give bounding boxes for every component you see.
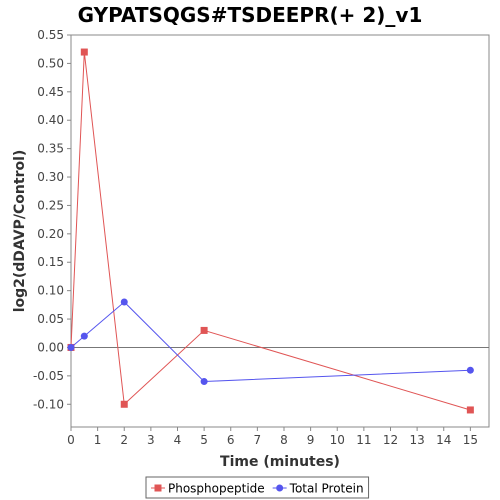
- y-tick-label: 0.25: [37, 198, 64, 212]
- phosphopeptide-point: [120, 400, 128, 408]
- y-tick-label: 0.10: [37, 284, 64, 298]
- x-tick-label: 5: [200, 433, 208, 447]
- legend-phosphopeptide-label: Phosphopeptide: [168, 482, 265, 496]
- x-tick-label: 13: [409, 433, 424, 447]
- y-tick-label: 0.15: [37, 255, 64, 269]
- legend-phosphopeptide-marker: [154, 484, 162, 492]
- y-tick-label: -0.10: [33, 397, 64, 411]
- chart-title: GYPATSQGS#TSDEEPR(+ 2)_v1: [78, 3, 423, 27]
- x-tick-label: 8: [280, 433, 288, 447]
- y-axis-label: log2(dDAVP/Control): [12, 150, 28, 313]
- x-tick-label: 2: [120, 433, 128, 447]
- y-tick-label: 0.40: [37, 113, 64, 127]
- y-tick-label: 0.20: [37, 227, 64, 241]
- phosphopeptide-point: [466, 406, 474, 414]
- legend-total-protein-marker: [276, 484, 284, 492]
- x-tick-label: 7: [254, 433, 262, 447]
- y-tick-label: 0.30: [37, 170, 64, 184]
- x-tick-label: 11: [356, 433, 371, 447]
- x-axis-label: Time (minutes): [220, 454, 340, 470]
- legend-total-protein-label: Total Protein: [289, 482, 364, 496]
- x-tick-label: 6: [227, 433, 235, 447]
- x-tick-label: 15: [463, 433, 478, 447]
- y-tick-label: 0.05: [37, 312, 64, 326]
- y-tick-label: -0.05: [33, 369, 64, 383]
- legend-box: [145, 476, 370, 499]
- x-tick-label: 4: [174, 433, 182, 447]
- phosphopeptide-point: [80, 48, 88, 56]
- x-tick-label: 0: [67, 433, 75, 447]
- y-tick-label: 0.35: [37, 142, 64, 156]
- axis-ticks: -0.10 -0.05 0.00 0.05 0.10 0.15 0.20 0.25 0.30 0.…: [33, 28, 478, 447]
- total-protein-point: [67, 343, 75, 351]
- x-tick-label: 12: [383, 433, 398, 447]
- y-tick-label: 0.00: [37, 340, 64, 354]
- total-protein-point: [466, 366, 474, 374]
- y-tick-label: 0.50: [37, 56, 64, 70]
- series-group: [67, 48, 474, 414]
- legend: Phosphopeptide Total Protein: [145, 476, 370, 499]
- plot-area: [70, 34, 490, 428]
- total-protein-point: [80, 332, 88, 340]
- total-protein-point: [200, 378, 208, 386]
- x-tick-label: 14: [436, 433, 451, 447]
- x-tick-label: 9: [307, 433, 315, 447]
- x-tick-label: 3: [147, 433, 155, 447]
- y-tick-label: 0.55: [37, 28, 64, 42]
- y-tick-label: 0.45: [37, 85, 64, 99]
- total-protein-point: [120, 298, 128, 306]
- phosphopeptide-point: [200, 326, 208, 334]
- x-tick-label: 10: [330, 433, 345, 447]
- x-tick-label: 1: [94, 433, 102, 447]
